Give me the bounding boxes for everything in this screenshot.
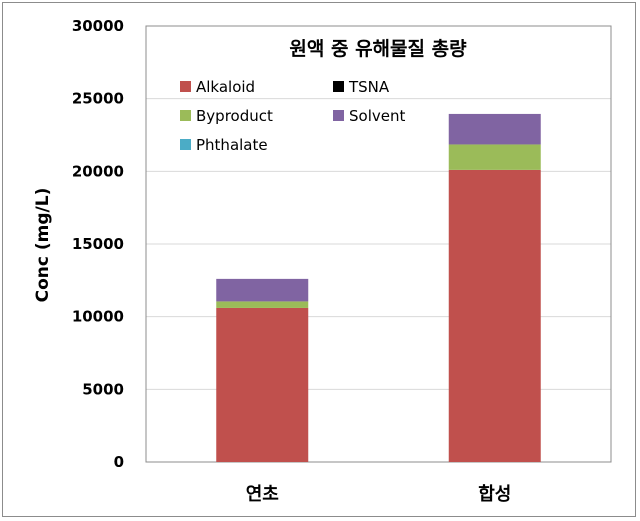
- y-tick-label: 30000: [72, 17, 124, 35]
- legend-swatch-solvent: [333, 110, 344, 121]
- legend-label-phthalate: Phthalate: [196, 136, 268, 154]
- legend-label-alkaloid: Alkaloid: [196, 78, 255, 96]
- legend-label-solvent: Solvent: [349, 107, 405, 125]
- bar-segment-solvent-1: [448, 113, 541, 145]
- bars: [216, 113, 541, 462]
- bar-segment-byproduct-1: [448, 144, 541, 170]
- bar-segment-alkaloid-1: [448, 169, 541, 462]
- y-tick-label: 10000: [72, 308, 124, 326]
- legend-label-tsna: TSNA: [348, 78, 390, 96]
- y-tick-label: 20000: [72, 162, 124, 180]
- chart-title: 원액 중 유해물질 총량: [289, 38, 467, 60]
- legend-swatch-tsna: [333, 81, 344, 92]
- bar-segment-alkaloid-0: [216, 307, 309, 462]
- legend-swatch-byproduct: [180, 110, 191, 121]
- legend: Alkaloid TSNA Byproduct Solvent Phthalate: [180, 78, 405, 154]
- x-category-label: 합성: [478, 483, 511, 505]
- bar-segment-solvent-0: [216, 278, 309, 302]
- y-tick-label: 0: [114, 453, 124, 471]
- y-tick-labels: 0 5000 10000 15000 20000 25000 30000: [72, 17, 124, 471]
- legend-label-byproduct: Byproduct: [196, 107, 273, 125]
- legend-swatch-phthalate: [180, 139, 191, 150]
- x-category-labels: 연초 합성: [246, 483, 512, 505]
- y-tick-label: 25000: [72, 90, 124, 108]
- legend-swatch-alkaloid: [180, 81, 191, 92]
- y-tick-label: 15000: [72, 235, 124, 253]
- y-tick-label: 5000: [82, 380, 124, 398]
- plot-area: [145, 25, 612, 463]
- x-category-label: 연초: [246, 484, 279, 505]
- y-axis-label: Conc (mg/L): [33, 188, 53, 303]
- bar-segment-byproduct-0: [216, 301, 309, 308]
